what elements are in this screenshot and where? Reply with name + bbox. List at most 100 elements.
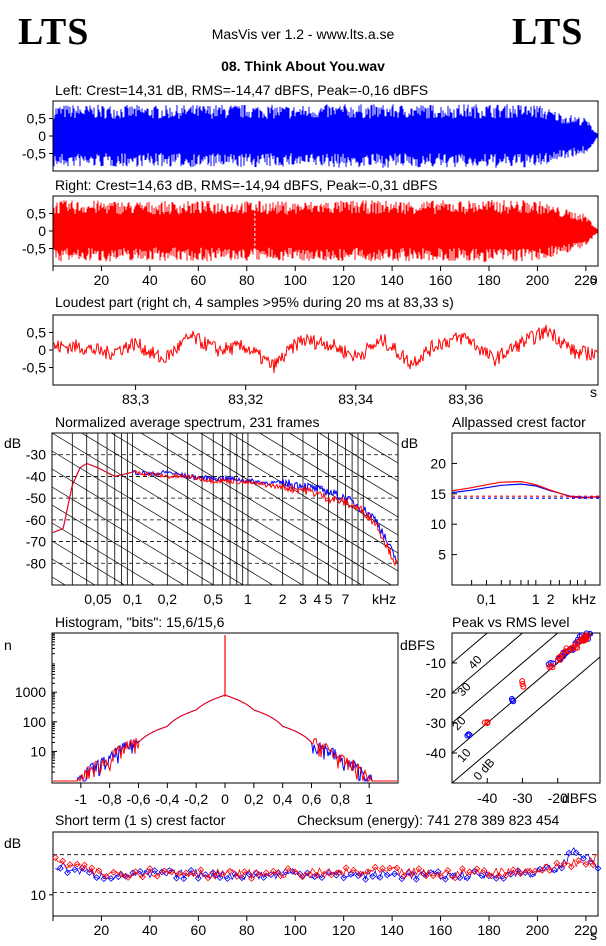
spectrum-xtick: 0,1 [123,591,143,607]
short-crest-marker-right [117,870,125,878]
pvr-point-left [509,697,516,704]
histogram-ytick: 1000 [15,684,46,700]
short-crest-marker-right [364,868,372,875]
short-crest-marker-right [320,870,328,878]
short-crest-marker-left [180,875,188,882]
lts-logo-left: LTS [18,11,90,53]
short-crest-marker-left [362,875,369,883]
short-crest-marker-right [161,867,168,875]
short-crest-marker-right [466,868,473,876]
short-crest-marker-right [371,863,379,871]
time-axis-tick-label: 160 [429,272,453,288]
time-axis-bottom-tick-label: 120 [332,922,356,938]
short-crest-marker-left [471,867,478,875]
short-crest-marker-left [64,869,71,877]
time-axis-tick-label: 100 [284,272,308,288]
pvr-point-right [549,664,556,671]
histogram-xtick: 0 [221,791,229,807]
spectrum-xtick: 0,05 [84,591,111,607]
spectrum-diagonal [52,540,126,585]
short-crest-marker-left [376,874,384,881]
short-crest-marker-right [328,871,335,879]
short-crest-marker-right [350,866,357,874]
short-crest-marker-left [456,874,464,882]
short-crest-marker-right [444,867,452,874]
pvr-point-left [464,732,471,739]
histogram-series-left [53,694,397,783]
left-wave-ytick: 0 [38,128,46,144]
crest-ap-ytick: 10 [430,516,446,532]
spectrum-series-right [52,462,398,567]
loudest-ytick: 0 [38,342,46,358]
spectrum-diagonal [110,433,363,585]
loudest-xtick: 83,34 [338,391,373,407]
spectrum-xtick: 5 [325,591,333,607]
short-crest-marker-left [231,870,239,878]
loudest-xtick: 83,36 [448,391,483,407]
pvr-point-left [510,698,517,705]
time-axis-bottom-tick-label: 80 [239,922,255,938]
short-crest-marker-right [553,859,561,867]
short-crest-marker-right [560,860,568,868]
time-axis-bottom-tick-label: 220 [574,922,598,938]
short-crest-marker-right [226,867,234,875]
left-wave-signal [53,104,598,168]
pvr-xtick: -20 [548,790,568,806]
spectrum-ytick: -40 [26,468,46,484]
short-crest-marker-left [354,872,362,880]
short-crest-marker-right [459,865,466,873]
short-crest-marker-left [594,865,602,872]
short-crest-marker-right [168,868,176,876]
crest-ap-ytick: 5 [438,547,446,563]
spectrum-diagonal [52,163,398,373]
crest-ap-frame [451,432,601,586]
spectrum-xtick: 7 [342,591,350,607]
histogram-xtick: 0,4 [273,791,293,807]
short-crest-line-right [55,853,599,880]
pvr-ytick: -10 [426,655,446,671]
short-crest-marker-right [451,874,459,882]
spectrum-title: Normalized average spectrum, 231 frames [55,414,320,430]
pvr-diag-label: 30 [454,679,474,699]
short-crest-marker-right [59,857,67,865]
short-crest-marker-right [495,872,503,880]
short-crest-marker-right [313,871,321,879]
time-axis-tick-label: 40 [142,272,158,288]
histogram-xtick: 0,8 [331,791,351,807]
pvr-diag-label: 0 dB [471,755,498,783]
short-crest-marker-right [270,867,277,875]
pvr-xtick: -30 [512,790,532,806]
pvr-ytick: -20 [426,685,446,701]
time-axis-tick-label: 140 [380,272,404,288]
short-crest-marker-right [139,873,146,881]
loudest-signal [53,324,598,374]
time-axis-unit-2: s [590,927,597,943]
short-crest-marker-right [393,864,401,872]
pvr-crest-line [452,633,559,724]
track-title: 08. Think About You.wav [221,58,385,74]
spectrum-diagonal [140,433,393,585]
spectrum-diagonal [52,504,185,585]
spectrum-diagonal [80,433,333,585]
short-crest-marker-right [175,870,183,877]
short-crest-marker-right [124,874,132,881]
pvr-point-right [481,719,488,726]
short-crest-marker-left [347,871,355,878]
pvr-diag-label: 40 [465,652,485,672]
pvr-ytick: -30 [426,715,446,731]
pvr-point-left [545,661,552,668]
spectrum-diagonal [52,468,244,585]
short-crest-marker-left [165,867,173,874]
histogram-y-unit: n [4,637,12,653]
spectrum-y-unit: dB [4,435,21,451]
checksum-text: Checksum (energy): 741 278 389 823 454 [297,812,559,828]
time-axis-tick-label: 220 [574,272,598,288]
time-axis-bottom-tick-label: 180 [477,922,501,938]
loudest-title: Loudest part (right ch, 4 samples >95% d… [55,294,454,310]
pvr-point-left [465,731,472,738]
short-crest-marker-left [391,870,398,878]
pvr-point-right [583,635,590,642]
histogram-xtick: -0,4 [155,791,179,807]
spectrum-ytick: -60 [26,512,46,528]
